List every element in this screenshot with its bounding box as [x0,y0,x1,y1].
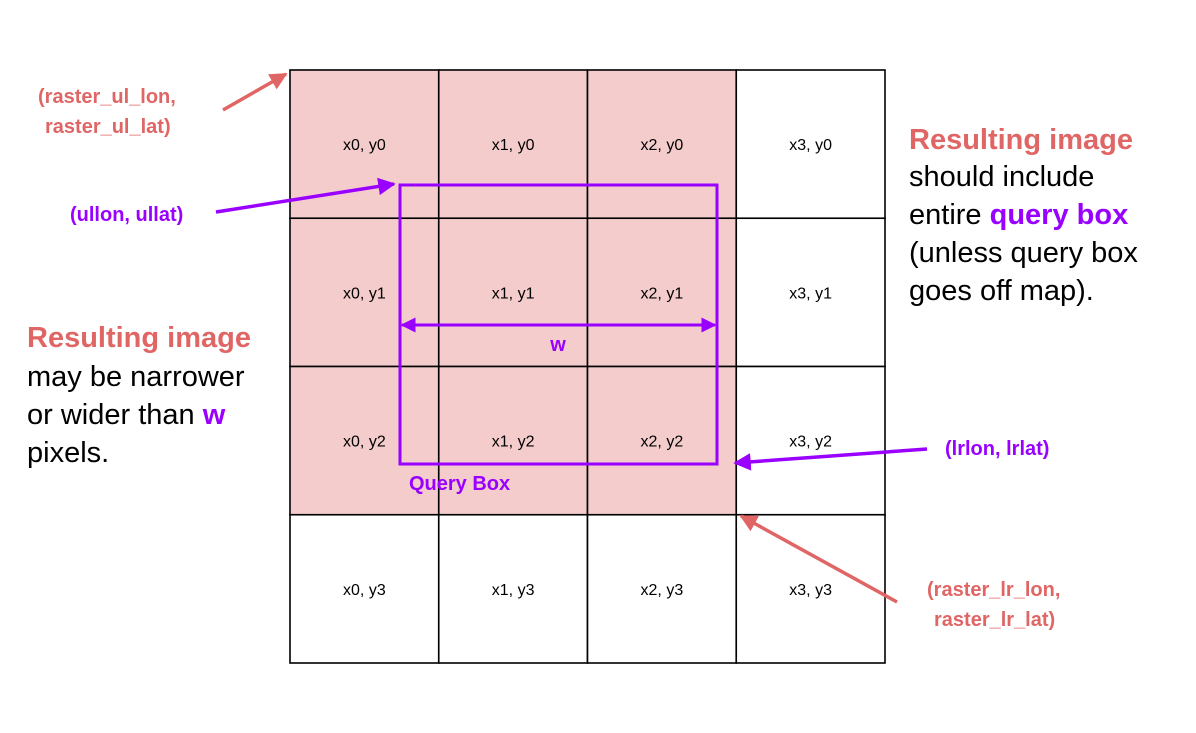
width-label: w [549,334,566,356]
tile-cell [437,365,589,516]
tile-label: x1, y2 [492,434,535,451]
note-left-w-emphasis: w [202,399,226,431]
tile-label: x0, y3 [343,582,386,599]
note-right-line1: Resulting image [909,124,1133,156]
note-right-line3-prefix: entire [909,199,990,231]
raster-lr-label-line1: (raster_lr_lon, [927,579,1060,601]
note-right-line4: (unless query box [909,237,1138,269]
note-left-line2: may be narrower [27,361,245,393]
note-left-line4: pixels. [27,437,109,469]
tile-cell [437,513,589,664]
tile-cell [437,217,589,368]
tile-label: x0, y1 [343,285,386,302]
note-right: Resulting image should include entire qu… [909,124,1138,307]
tile-cell [437,69,589,220]
tile-label: x1, y3 [492,582,535,599]
tile-label: x3, y2 [789,434,832,451]
tile-cell [735,365,886,516]
query-box-label: Query Box [409,473,510,495]
query-box-outline [398,183,719,466]
note-left-line1: Resulting image [27,322,251,354]
raster-lr-arrow [739,514,898,604]
note-right-line5: goes off map). [909,275,1094,307]
tile-cell [735,217,886,368]
ullon-ullat-arrow [215,177,396,214]
ullon-ullat-label: (ullon, ullat) [70,204,183,226]
note-left-line3: or wider than w [27,399,226,431]
tile-label: x0, y0 [343,137,386,154]
note-right-query-box-emphasis: query box [990,199,1129,231]
tile-label: x1, y1 [492,285,535,302]
tile-label: x3, y0 [789,137,832,154]
note-right-line2: should include [909,161,1094,193]
tile-cell [735,513,886,664]
tile-cell [289,69,440,220]
tile-cell [586,69,738,220]
note-left-line3-prefix: or wider than [27,399,203,431]
tile-label: x2, y0 [641,137,684,154]
raster-ul-label-line2: raster_ul_lat) [45,116,171,138]
tile-label: x3, y1 [789,285,832,302]
tile-cell [586,513,738,664]
tile-label: x2, y1 [641,285,684,302]
tile-label: x3, y3 [789,582,832,599]
tile-cell [289,217,440,368]
tile-label: x0, y2 [343,434,386,451]
tile-cell [735,69,886,220]
tile-label: x1, y0 [492,137,535,154]
tile-label: x2, y2 [641,434,684,451]
note-left: Resulting image may be narrower or wider… [27,322,251,469]
lrlon-lrlat-arrow [733,447,928,471]
lrlon-lrlat-label: (lrlon, lrlat) [945,438,1049,460]
note-right-line3: entire query box [909,199,1128,231]
raster-lr-label-line2: raster_lr_lat) [934,609,1055,631]
tile-grid: x0, y0 x1, y0 x2, y0 x3, y0 x0, y1 x1, y1 x2, … [289,69,886,664]
tile-cell [289,513,440,664]
raster-ul-label-line1: (raster_ul_lon, [38,86,176,108]
tile-label: x2, y3 [641,582,684,599]
raster-ul-arrow [222,72,288,112]
